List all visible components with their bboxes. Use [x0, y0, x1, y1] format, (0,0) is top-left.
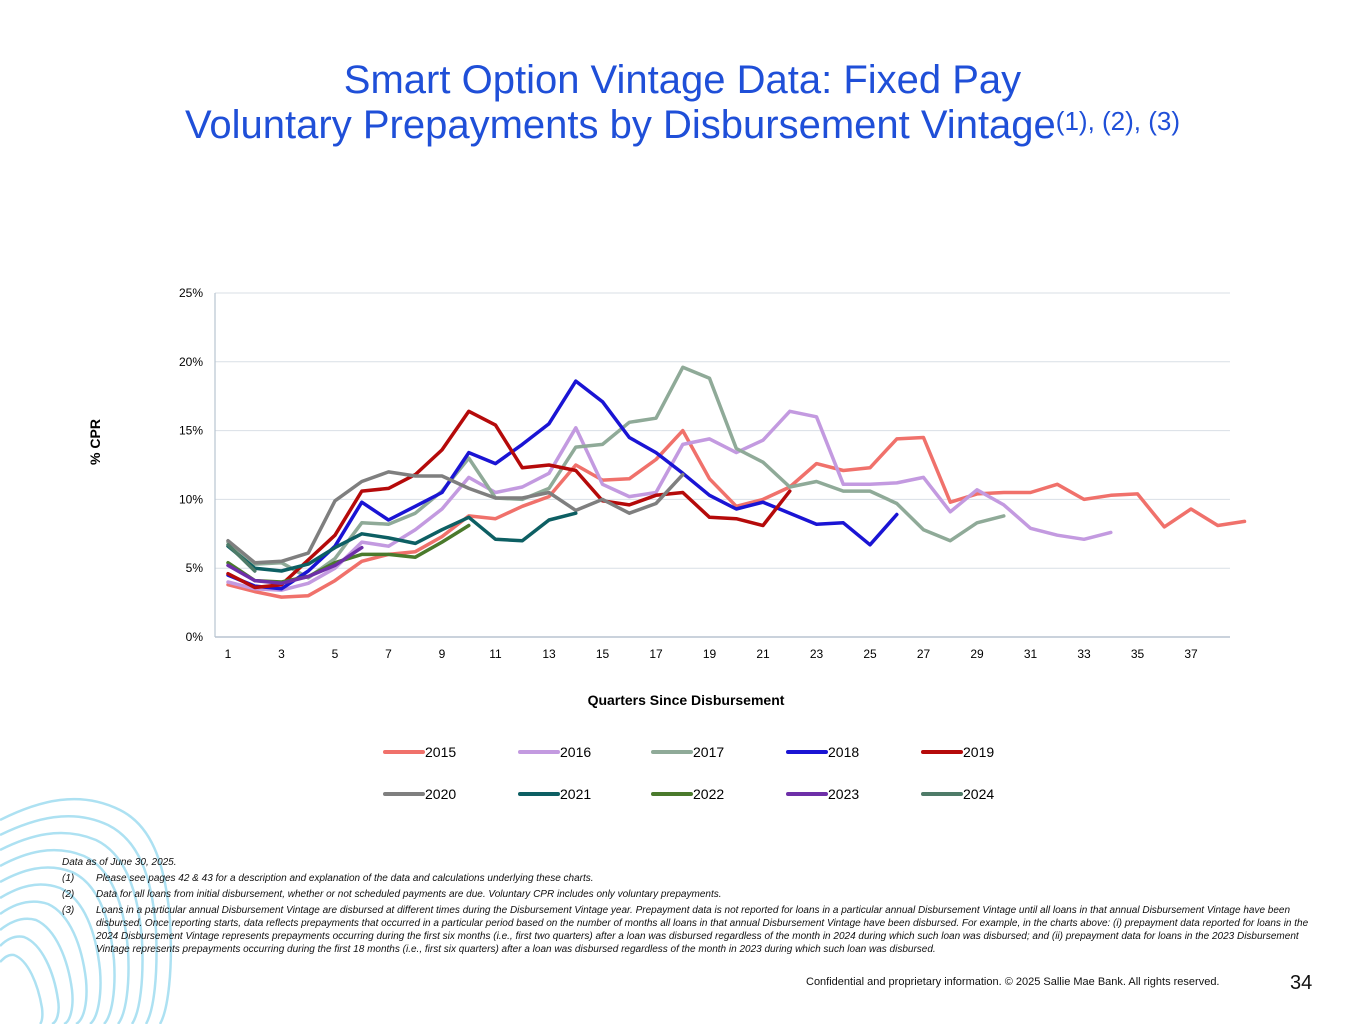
- legend-item-2017: 2017: [651, 744, 724, 760]
- page-number: 34: [1290, 972, 1313, 994]
- legend-item-2019: 2019: [921, 744, 994, 760]
- y-tick-label: 25%: [179, 286, 203, 300]
- axes: 0%5%10%15%20%25%1 3 5 7 9 11 13 15 17 19 21 23 25 27 2…: [179, 286, 1230, 661]
- x-tick-label: 23: [810, 647, 824, 661]
- series-line-2023: [226, 545, 364, 586]
- legend-item-2022: 2022: [651, 786, 724, 802]
- confidential-notice: Confidential and proprietary information…: [806, 976, 1220, 988]
- series-line-2018: [226, 379, 899, 591]
- series-line-2017: [226, 365, 1006, 580]
- series-line-2024: [226, 543, 257, 573]
- legend-item-2021: 2021: [518, 786, 591, 802]
- x-tick-label: 33: [1077, 647, 1091, 661]
- legend-label: 2015: [425, 744, 456, 760]
- legend-label: 2024: [963, 786, 994, 802]
- legend-label: 2016: [560, 744, 591, 760]
- x-tick-label: 1: [225, 647, 232, 661]
- data-as-of-note: Data as of June 30, 2025.: [62, 857, 177, 868]
- series-line-2015: [226, 428, 1247, 599]
- footnote-2: (2) Data for all loans from initial disb…: [62, 888, 1312, 901]
- x-tick-label: 9: [439, 647, 446, 661]
- x-tick-label: 25: [863, 647, 877, 661]
- title-footnote-refs: (1), (2), (3): [1055, 106, 1181, 136]
- footnote-1: (1) Please see pages 42 & 43 for a descr…: [62, 872, 1312, 885]
- legend: 2015 2016 2017 2018 2019 2020 2021 2022 2023 2024: [383, 744, 994, 802]
- legend-label: 2019: [963, 744, 994, 760]
- cpr-line-chart: 0%5%10%15%20%25%1 3 5 7 9 11 13 15 17 19 21 23 25 27 2…: [87, 286, 1247, 802]
- series-line-2019: [226, 409, 792, 590]
- footnote-number: (3): [62, 905, 75, 916]
- footnote-text: Please see pages 42 & 43 for a descripti…: [96, 873, 594, 884]
- footnote-3: (3) Loans in a particular annual Disburs…: [62, 904, 1312, 956]
- x-tick-label: 27: [917, 647, 931, 661]
- title-line-2-text: Voluntary Prepayments by Disbursement Vi…: [184, 103, 1056, 147]
- x-tick-label: 35: [1131, 647, 1145, 661]
- legend-item-2018: 2018: [786, 744, 859, 760]
- legend-label: 2023: [828, 786, 859, 802]
- x-tick-label: 13: [542, 647, 556, 661]
- legend-label: 2021: [560, 786, 591, 802]
- legend-item-2023: 2023: [786, 786, 859, 802]
- y-axis-label: % CPR: [87, 419, 103, 465]
- legend-item-2016: 2016: [518, 744, 591, 760]
- x-tick-label: 15: [596, 647, 610, 661]
- x-tick-label: 37: [1184, 647, 1198, 661]
- x-tick-label: 3: [278, 647, 285, 661]
- title-line-1: Smart Option Vintage Data: Fixed Pay: [343, 58, 1022, 102]
- x-axis-label: Quarters Since Disbursement: [588, 692, 785, 708]
- footnote-number: (2): [62, 889, 75, 900]
- footnote-text: Data for all loans from initial disburse…: [96, 889, 722, 900]
- series-lines: [226, 365, 1247, 599]
- y-tick-label: 20%: [179, 355, 203, 369]
- footnote-text: Loans in a particular annual Disbursemen…: [96, 905, 1309, 955]
- series-line-2020: [226, 470, 685, 565]
- footnote-number: (1): [62, 873, 75, 884]
- series-line-2021: [226, 511, 578, 573]
- legend-label: 2022: [693, 786, 724, 802]
- title-line-2: Voluntary Prepayments by Disbursement Vi…: [0, 103, 1365, 148]
- slide-title: Smart Option Vintage Data: Fixed Pay Vol…: [0, 58, 1365, 148]
- x-tick-label: 21: [756, 647, 770, 661]
- y-tick-label: 0%: [186, 630, 204, 644]
- legend-item-2015: 2015: [383, 744, 456, 760]
- legend-label: 2018: [828, 744, 859, 760]
- series-line-2016: [226, 409, 1113, 592]
- x-tick-label: 5: [332, 647, 339, 661]
- legend-label: 2017: [693, 744, 724, 760]
- legend-item-2020: 2020: [383, 786, 456, 802]
- gridlines: [215, 292, 1230, 569]
- x-tick-label: 31: [1024, 647, 1038, 661]
- legend-label: 2020: [425, 786, 456, 802]
- y-tick-label: 5%: [186, 561, 204, 575]
- y-tick-label: 15%: [179, 424, 203, 438]
- decorative-wave-graphic: [0, 797, 173, 1024]
- y-tick-label: 10%: [179, 492, 203, 506]
- x-tick-label: 7: [385, 647, 392, 661]
- x-tick-label: 29: [970, 647, 984, 661]
- x-tick-label: 17: [649, 647, 663, 661]
- footnotes: Data as of June 30, 2025. (1) Please see…: [62, 856, 1312, 956]
- x-tick-label: 11: [489, 647, 502, 661]
- legend-item-2024: 2024: [921, 786, 994, 802]
- x-tick-label: 19: [703, 647, 717, 661]
